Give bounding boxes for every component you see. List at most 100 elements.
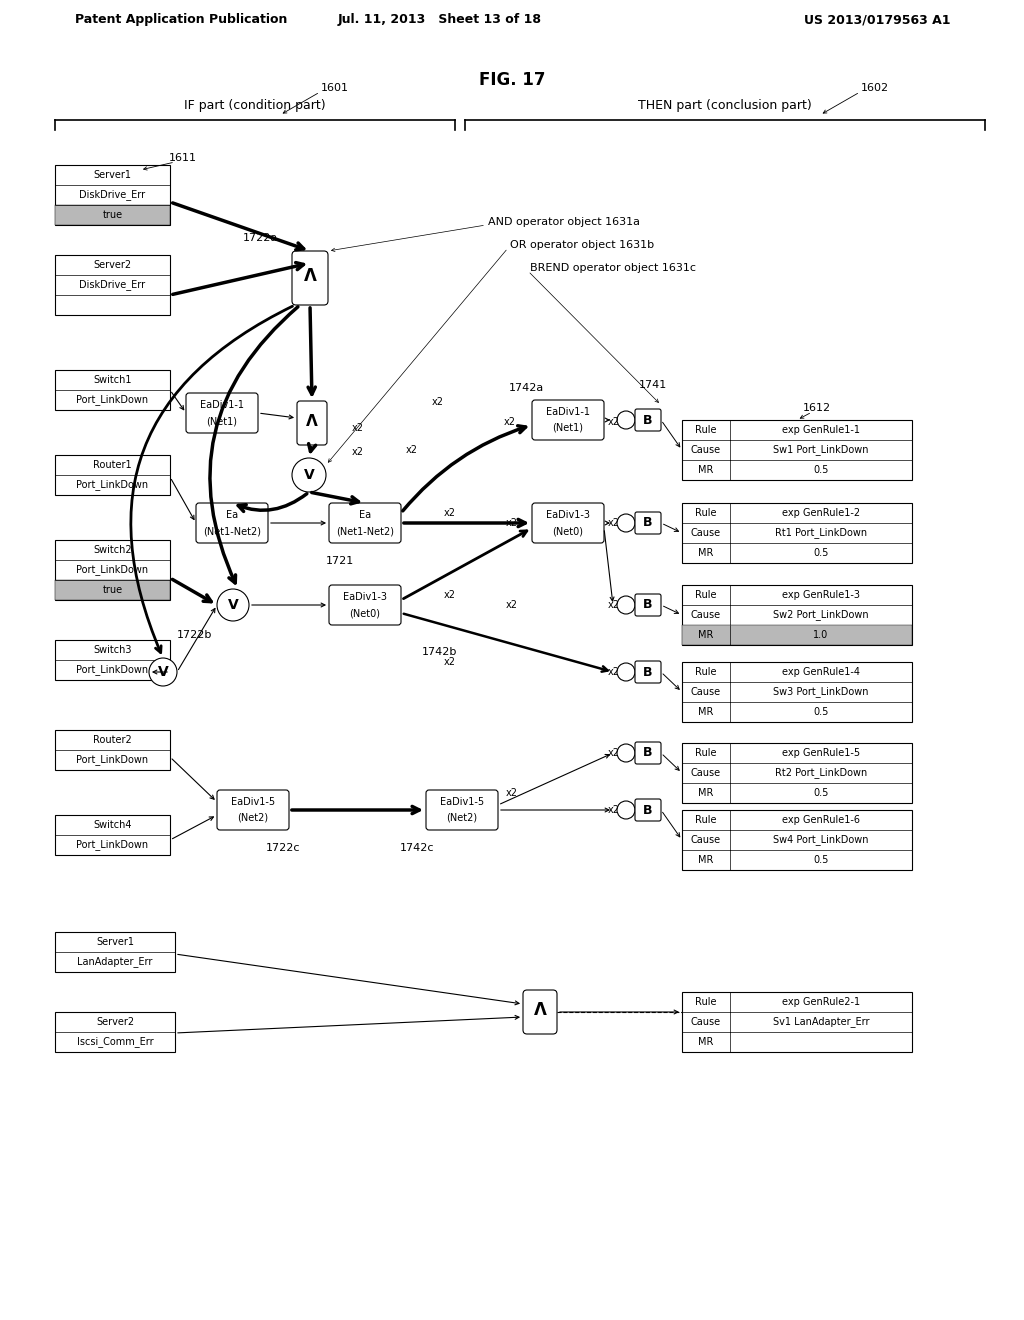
Text: IF part (condition part): IF part (condition part) [184, 99, 326, 111]
Text: exp GenRule1-4: exp GenRule1-4 [782, 667, 860, 677]
FancyBboxPatch shape [532, 503, 604, 543]
Text: MR: MR [698, 548, 714, 558]
Text: Server1: Server1 [93, 170, 131, 180]
Bar [682, 585, 912, 645]
Text: EaDiv1-3: EaDiv1-3 [343, 591, 387, 602]
Text: Sw2 Port_LinkDown: Sw2 Port_LinkDown [773, 610, 868, 620]
Bar [55, 205, 170, 224]
Bar [55, 370, 170, 411]
Text: MR: MR [698, 708, 714, 717]
Text: x2: x2 [608, 417, 620, 426]
FancyBboxPatch shape [635, 799, 662, 821]
FancyBboxPatch shape [426, 789, 498, 830]
Bar [55, 540, 170, 601]
Text: MR: MR [698, 630, 714, 640]
Text: 1722a: 1722a [243, 234, 278, 243]
Bar [682, 624, 912, 645]
Bar [55, 579, 170, 601]
Text: EaDiv1-1: EaDiv1-1 [546, 407, 590, 417]
Text: LanAdapter_Err: LanAdapter_Err [78, 957, 153, 968]
Bar [682, 420, 912, 480]
Text: Server2: Server2 [93, 260, 131, 271]
Bar [55, 455, 170, 495]
Text: Rule: Rule [695, 425, 717, 436]
Text: x2: x2 [352, 447, 364, 457]
Text: 1742a: 1742a [508, 383, 544, 393]
Text: Ea: Ea [226, 510, 238, 520]
Bar [682, 743, 912, 803]
FancyBboxPatch shape [329, 503, 401, 543]
Text: Server2: Server2 [96, 1016, 134, 1027]
Circle shape [292, 458, 326, 492]
Text: 1601: 1601 [321, 83, 349, 92]
Text: Sw4 Port_LinkDown: Sw4 Port_LinkDown [773, 834, 868, 845]
Text: AND operator object 1631a: AND operator object 1631a [488, 216, 640, 227]
Text: Switch1: Switch1 [93, 375, 132, 385]
Bar [55, 932, 175, 972]
Text: Rule: Rule [695, 508, 717, 517]
Text: 1611: 1611 [169, 153, 197, 162]
Text: true: true [102, 585, 123, 595]
Text: (Net2): (Net2) [238, 813, 268, 822]
Text: FIG. 17: FIG. 17 [479, 71, 545, 88]
Bar [682, 663, 912, 722]
Text: 0.5: 0.5 [813, 855, 828, 865]
Text: Iscsi_Comm_Err: Iscsi_Comm_Err [77, 1036, 154, 1048]
Text: Switch2: Switch2 [93, 545, 132, 554]
Text: Rt1 Port_LinkDown: Rt1 Port_LinkDown [775, 528, 867, 539]
Text: Cause: Cause [691, 610, 721, 620]
Bar [55, 730, 170, 770]
Text: Port_LinkDown: Port_LinkDown [77, 479, 148, 491]
Text: US 2013/0179563 A1: US 2013/0179563 A1 [804, 13, 950, 26]
FancyBboxPatch shape [297, 401, 327, 445]
Text: Rule: Rule [695, 667, 717, 677]
Text: 1742c: 1742c [399, 843, 434, 853]
Text: MR: MR [698, 788, 714, 799]
Text: Sw1 Port_LinkDown: Sw1 Port_LinkDown [773, 445, 868, 455]
Text: V: V [158, 665, 168, 678]
Text: x2: x2 [506, 517, 518, 528]
Text: x2: x2 [352, 422, 364, 433]
Bar [55, 165, 170, 224]
Text: BREND operator object 1631c: BREND operator object 1631c [530, 263, 696, 273]
Text: Rule: Rule [695, 590, 717, 601]
Text: EaDiv1-5: EaDiv1-5 [440, 797, 484, 807]
Bar [55, 640, 170, 680]
Text: x2: x2 [504, 417, 516, 426]
FancyBboxPatch shape [329, 585, 401, 624]
Bar [682, 810, 912, 870]
Text: x2: x2 [506, 601, 518, 610]
FancyBboxPatch shape [635, 409, 662, 432]
Text: x2: x2 [444, 590, 456, 601]
Text: x2: x2 [406, 445, 418, 455]
Text: Cause: Cause [691, 836, 721, 845]
Text: Port_LinkDown: Port_LinkDown [77, 395, 148, 405]
Text: MR: MR [698, 1038, 714, 1047]
FancyBboxPatch shape [196, 503, 268, 543]
Text: 0.5: 0.5 [813, 548, 828, 558]
Text: B: B [643, 747, 652, 759]
Text: x2: x2 [608, 667, 620, 677]
Circle shape [617, 513, 635, 532]
Text: Ea: Ea [359, 510, 371, 520]
Text: Patent Application Publication: Patent Application Publication [75, 13, 288, 26]
Text: (Net0): (Net0) [553, 525, 584, 536]
Text: true: true [102, 210, 123, 220]
Text: Port_LinkDown: Port_LinkDown [77, 755, 148, 766]
Text: Port_LinkDown: Port_LinkDown [77, 840, 148, 850]
FancyBboxPatch shape [635, 594, 662, 616]
Circle shape [617, 411, 635, 429]
Text: exp GenRule1-6: exp GenRule1-6 [782, 814, 860, 825]
Text: x2: x2 [444, 508, 456, 517]
Text: B: B [643, 413, 652, 426]
Text: 0.5: 0.5 [813, 788, 828, 799]
Bar [55, 1012, 175, 1052]
FancyBboxPatch shape [292, 251, 328, 305]
Text: x2: x2 [506, 788, 518, 799]
Text: 1721: 1721 [326, 556, 354, 566]
Text: B: B [643, 516, 652, 529]
Bar [55, 255, 170, 315]
Text: (Net1-Net2): (Net1-Net2) [336, 525, 394, 536]
Text: MR: MR [698, 465, 714, 475]
Text: Cause: Cause [691, 768, 721, 777]
